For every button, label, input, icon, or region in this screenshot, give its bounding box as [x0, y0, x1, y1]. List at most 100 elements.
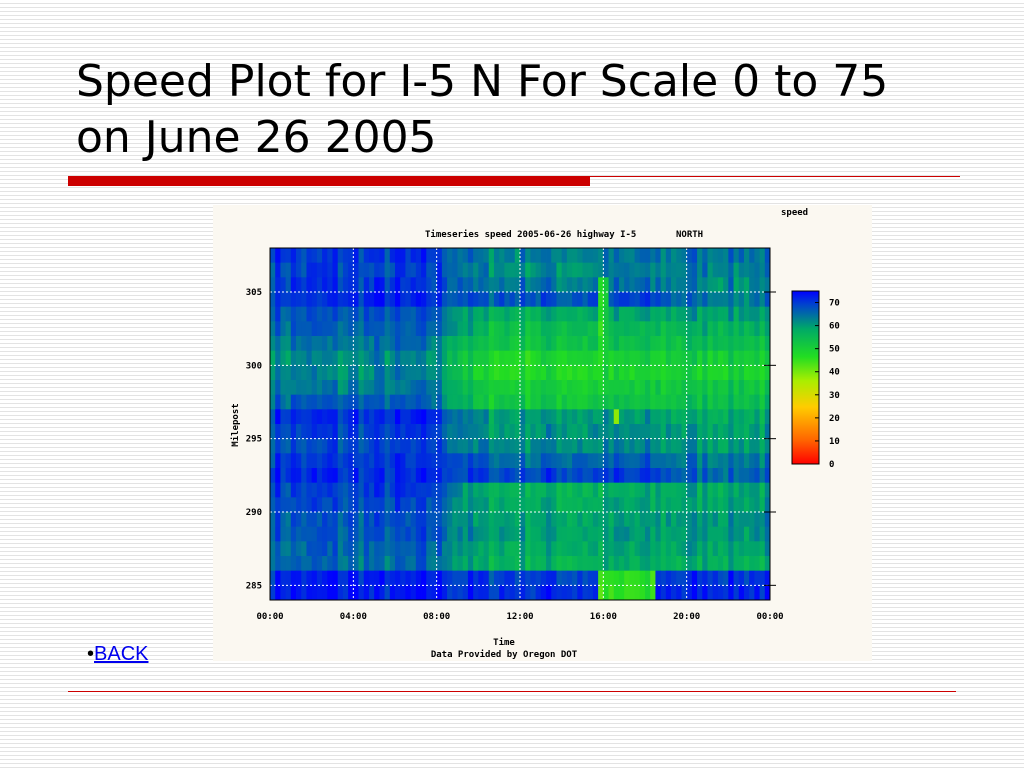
title-text: Speed Plot for I-5 N For Scale 0 to 75 o…	[76, 56, 889, 163]
heatmap-cell	[535, 438, 542, 454]
heatmap-cell	[483, 570, 490, 586]
heatmap-cell	[660, 336, 667, 352]
heatmap-cell	[671, 248, 677, 264]
heatmap-cell	[723, 468, 729, 484]
bullet: •	[87, 643, 95, 665]
heatmap-cell	[306, 424, 313, 440]
heatmap-cell	[556, 497, 563, 513]
heatmap-cell	[728, 570, 734, 586]
heatmap-cell	[671, 585, 677, 600]
heatmap-cell	[738, 497, 745, 513]
heatmap-cell	[342, 482, 349, 498]
heatmap-cell	[759, 512, 766, 528]
heatmap-cell	[650, 365, 656, 381]
heatmap-cell	[561, 453, 568, 469]
heatmap-cell	[306, 409, 313, 425]
colorbar-title: speed	[781, 208, 808, 218]
heatmap-cell	[483, 424, 490, 440]
heatmap-cell	[577, 512, 583, 528]
heatmap-cell	[592, 292, 599, 308]
heatmap-cell	[275, 380, 281, 396]
colorbar-tick-label: 30	[829, 391, 840, 401]
heatmap-cell	[395, 292, 401, 308]
heatmap-cell	[405, 497, 412, 513]
heatmap-cell	[499, 350, 505, 366]
heatmap-cell	[316, 497, 323, 513]
heatmap-cell	[488, 365, 495, 381]
heatmap-cell	[618, 262, 625, 278]
heatmap-cell	[764, 365, 770, 381]
heatmap-cell	[520, 585, 526, 600]
heatmap-cell	[624, 380, 630, 396]
heatmap-cell	[598, 336, 604, 352]
heatmap-cell	[702, 277, 708, 293]
heatmap-cell	[483, 453, 490, 469]
heatmap-cell	[447, 541, 453, 557]
heatmap-cell	[275, 292, 281, 308]
heatmap-cell	[743, 262, 750, 278]
heatmap-cell	[270, 438, 276, 454]
heatmap-cell	[764, 424, 770, 440]
heatmap-cell	[270, 394, 276, 410]
heatmap-cell	[572, 526, 578, 542]
heatmap-cell	[493, 336, 500, 352]
heatmap-cell	[520, 453, 526, 469]
heatmap-cell	[431, 336, 438, 352]
heatmap-cell	[665, 585, 672, 600]
heatmap-cell	[681, 306, 688, 322]
heatmap-cell	[296, 365, 302, 381]
heatmap-cell	[650, 262, 656, 278]
heatmap-cell	[738, 424, 745, 440]
back-link[interactable]: BACK	[94, 643, 149, 665]
heatmap-cell	[488, 292, 495, 308]
heatmap-cell	[624, 321, 630, 337]
heatmap-cell	[483, 409, 490, 425]
heatmap-cell	[728, 350, 734, 366]
heatmap-cell	[270, 453, 276, 469]
heatmap-cell	[280, 277, 287, 293]
heatmap-cell	[608, 526, 615, 542]
heatmap-cell	[342, 277, 349, 293]
heatmap-cell	[499, 336, 505, 352]
heatmap-cell	[577, 394, 583, 410]
heatmap-cell	[738, 541, 745, 557]
heatmap-cell	[764, 482, 770, 498]
heatmap-cell	[707, 336, 714, 352]
heatmap-cell	[759, 497, 766, 513]
heatmap-cell	[358, 248, 365, 264]
heatmap-cell	[348, 512, 354, 528]
heatmap-cell	[270, 526, 276, 542]
heatmap-cell	[301, 262, 307, 278]
heatmap-cell	[311, 306, 318, 322]
heatmap-cell	[478, 394, 484, 410]
heatmap-cell	[582, 380, 589, 396]
heatmap-cell	[374, 248, 380, 264]
heatmap-cell	[530, 585, 537, 600]
heatmap-cell	[473, 365, 479, 381]
heatmap-cell	[665, 453, 672, 469]
heatmap-cell	[728, 512, 734, 528]
heatmap-cell	[311, 277, 318, 293]
heatmap-cell	[509, 453, 516, 469]
heatmap-cell	[379, 556, 385, 572]
heatmap-cell	[389, 585, 396, 600]
heatmap-cell	[337, 497, 344, 513]
heatmap-cell	[723, 497, 729, 513]
heatmap-cell	[634, 248, 641, 264]
heatmap-cell	[285, 570, 292, 586]
heatmap-cell	[561, 380, 568, 396]
heatmap-cell	[624, 350, 630, 366]
heatmap-cell	[556, 365, 563, 381]
heatmap-cell	[447, 277, 453, 293]
heatmap-cell	[306, 497, 313, 513]
heatmap-cell	[290, 409, 297, 425]
heatmap-cell	[624, 438, 630, 454]
heatmap-cell	[520, 365, 526, 381]
heatmap-cell	[405, 380, 412, 396]
heatmap-cell	[530, 321, 537, 337]
heatmap-cell	[389, 409, 396, 425]
heatmap-cell	[379, 526, 385, 542]
heatmap-cell	[608, 453, 615, 469]
heatmap-cell	[530, 512, 537, 528]
heatmap-cell	[660, 380, 667, 396]
